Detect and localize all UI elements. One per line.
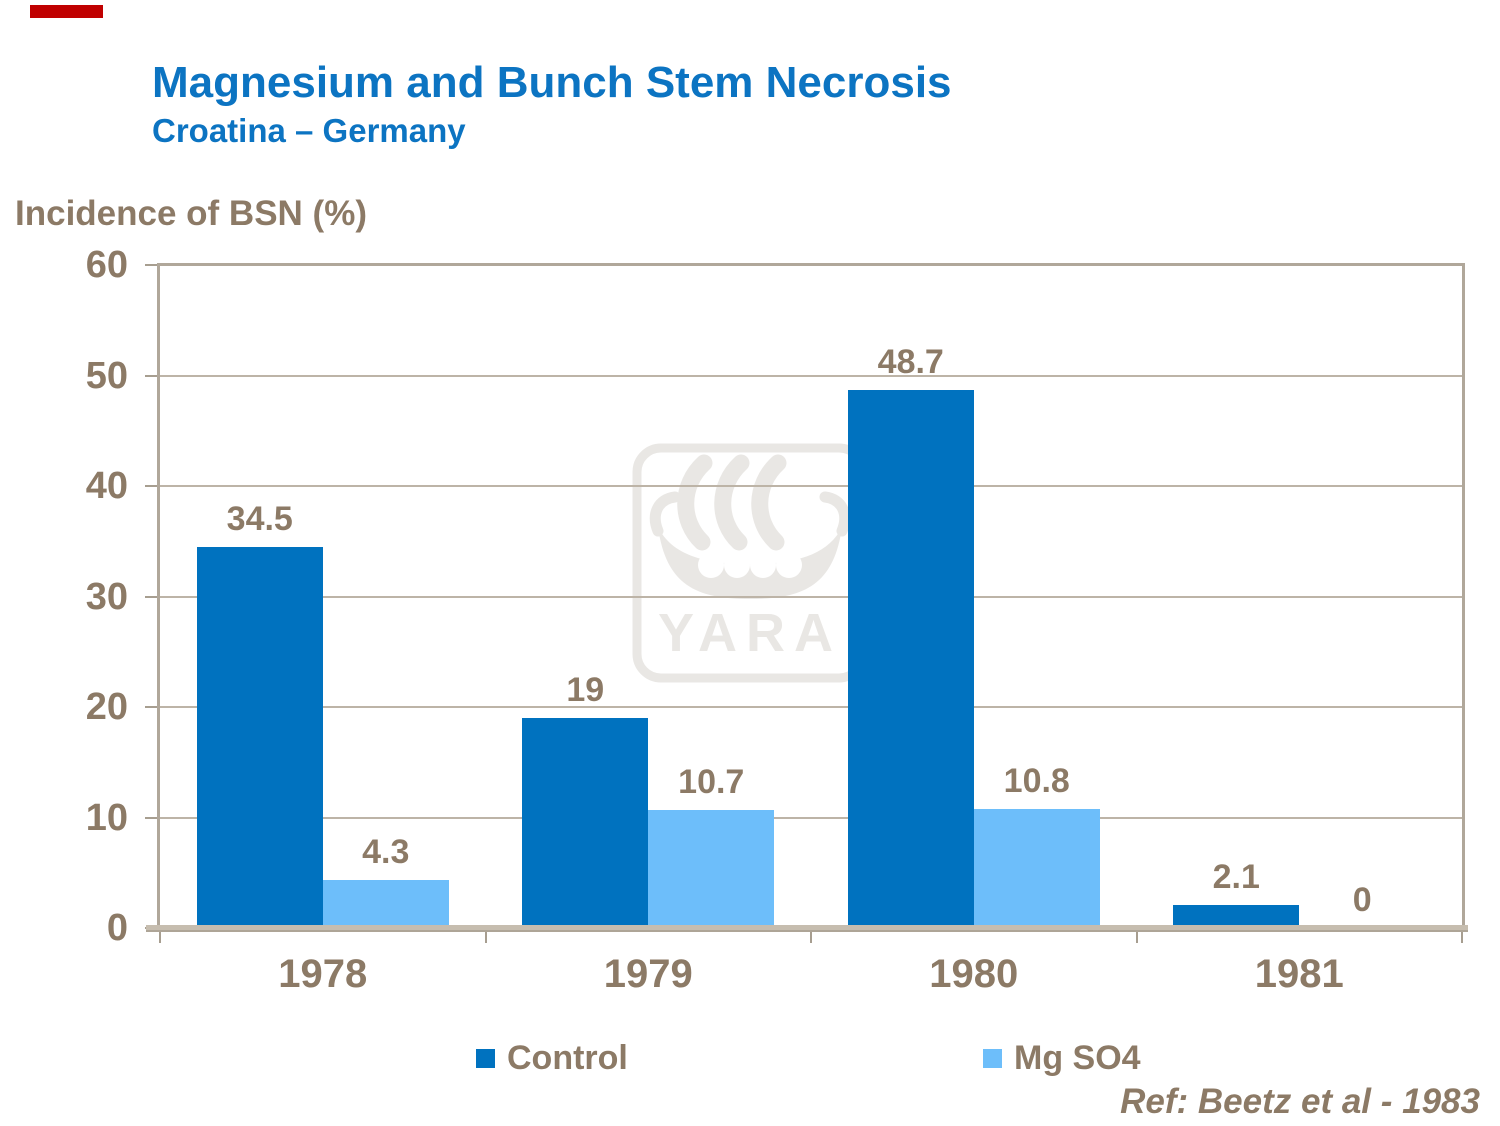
bar-mgso4-1980 — [973, 808, 1100, 926]
plot-frame-left — [157, 263, 160, 928]
bar-control-1978 — [196, 546, 323, 926]
value-label: 34.5 — [226, 499, 293, 538]
bar-control-1981 — [1173, 904, 1300, 926]
page-title: Magnesium and Bunch Stem Necrosis — [152, 58, 952, 107]
y-axis-label: 50 — [85, 354, 128, 397]
gridline — [160, 485, 1462, 487]
prow-icon — [649, 491, 681, 537]
page-subtitle: Croatina – Germany — [152, 112, 466, 149]
x-axis-label-1981: 1981 — [1254, 952, 1344, 996]
x-axis-tick — [484, 930, 487, 943]
reference-text: Ref: Beetz et al - 1983 — [1120, 1082, 1480, 1121]
value-label: 0 — [1352, 881, 1372, 919]
y-axis-tick — [145, 374, 160, 377]
x-axis-tick — [1135, 930, 1138, 943]
watermark-brand-text: YARA — [658, 603, 842, 663]
chart-axis-title: Incidence of BSN (%) — [15, 194, 367, 233]
y-axis-label: 20 — [85, 686, 128, 728]
gridline — [160, 706, 1462, 708]
legend-item-mgso4: Mg SO4 — [983, 1038, 1141, 1077]
y-axis-label: 0 — [106, 907, 128, 949]
x-axis-tick — [1461, 930, 1463, 943]
gridline — [160, 816, 1462, 819]
shield-circles-icon — [698, 552, 802, 578]
legend-swatch-icon — [476, 1048, 495, 1068]
x-axis-label-1979: 1979 — [603, 952, 693, 996]
y-axis-tick — [145, 485, 160, 487]
stern-icon — [819, 491, 851, 537]
x-axis-label-1980: 1980 — [929, 952, 1019, 996]
sail-icon — [751, 454, 787, 551]
x-axis-label-1978: 1978 — [278, 952, 368, 996]
y-axis-tick — [145, 264, 160, 266]
value-label: 4.3 — [362, 833, 410, 872]
x-axis-tick — [810, 930, 812, 943]
y-axis-label: 60 — [85, 244, 128, 286]
hull-icon — [658, 527, 842, 599]
y-axis-label: 40 — [85, 465, 128, 507]
legend-label: Control — [507, 1038, 628, 1077]
value-label: 2.1 — [1212, 857, 1260, 896]
bar-control-1979 — [522, 718, 649, 926]
legend-swatch-icon — [983, 1048, 1002, 1068]
gridline — [160, 595, 1462, 598]
y-axis-label: 10 — [85, 796, 128, 839]
plot-frame-top — [157, 263, 1465, 266]
sail-icon — [677, 454, 713, 551]
y-axis-tick — [145, 816, 160, 819]
red-accent-bar — [30, 5, 103, 18]
x-axis-line — [146, 925, 1468, 932]
legend-label: Mg SO4 — [1014, 1038, 1141, 1077]
bar-mgso4-1979 — [648, 809, 775, 926]
bar-control-1980 — [847, 389, 974, 926]
value-label: 10.8 — [1003, 761, 1070, 800]
value-label: 19 — [566, 671, 605, 710]
value-label: 10.7 — [678, 762, 745, 801]
sail-icon — [714, 454, 750, 551]
value-label: 48.7 — [877, 342, 944, 381]
plot-frame-right — [1462, 263, 1465, 928]
x-axis-tick — [159, 930, 161, 943]
gridline — [160, 374, 1462, 377]
y-axis-tick — [145, 706, 160, 708]
y-axis-tick — [145, 595, 160, 598]
legend-item-control: Control — [476, 1038, 628, 1077]
y-axis-label: 30 — [85, 575, 128, 618]
bar-mgso4-1978 — [322, 880, 449, 926]
